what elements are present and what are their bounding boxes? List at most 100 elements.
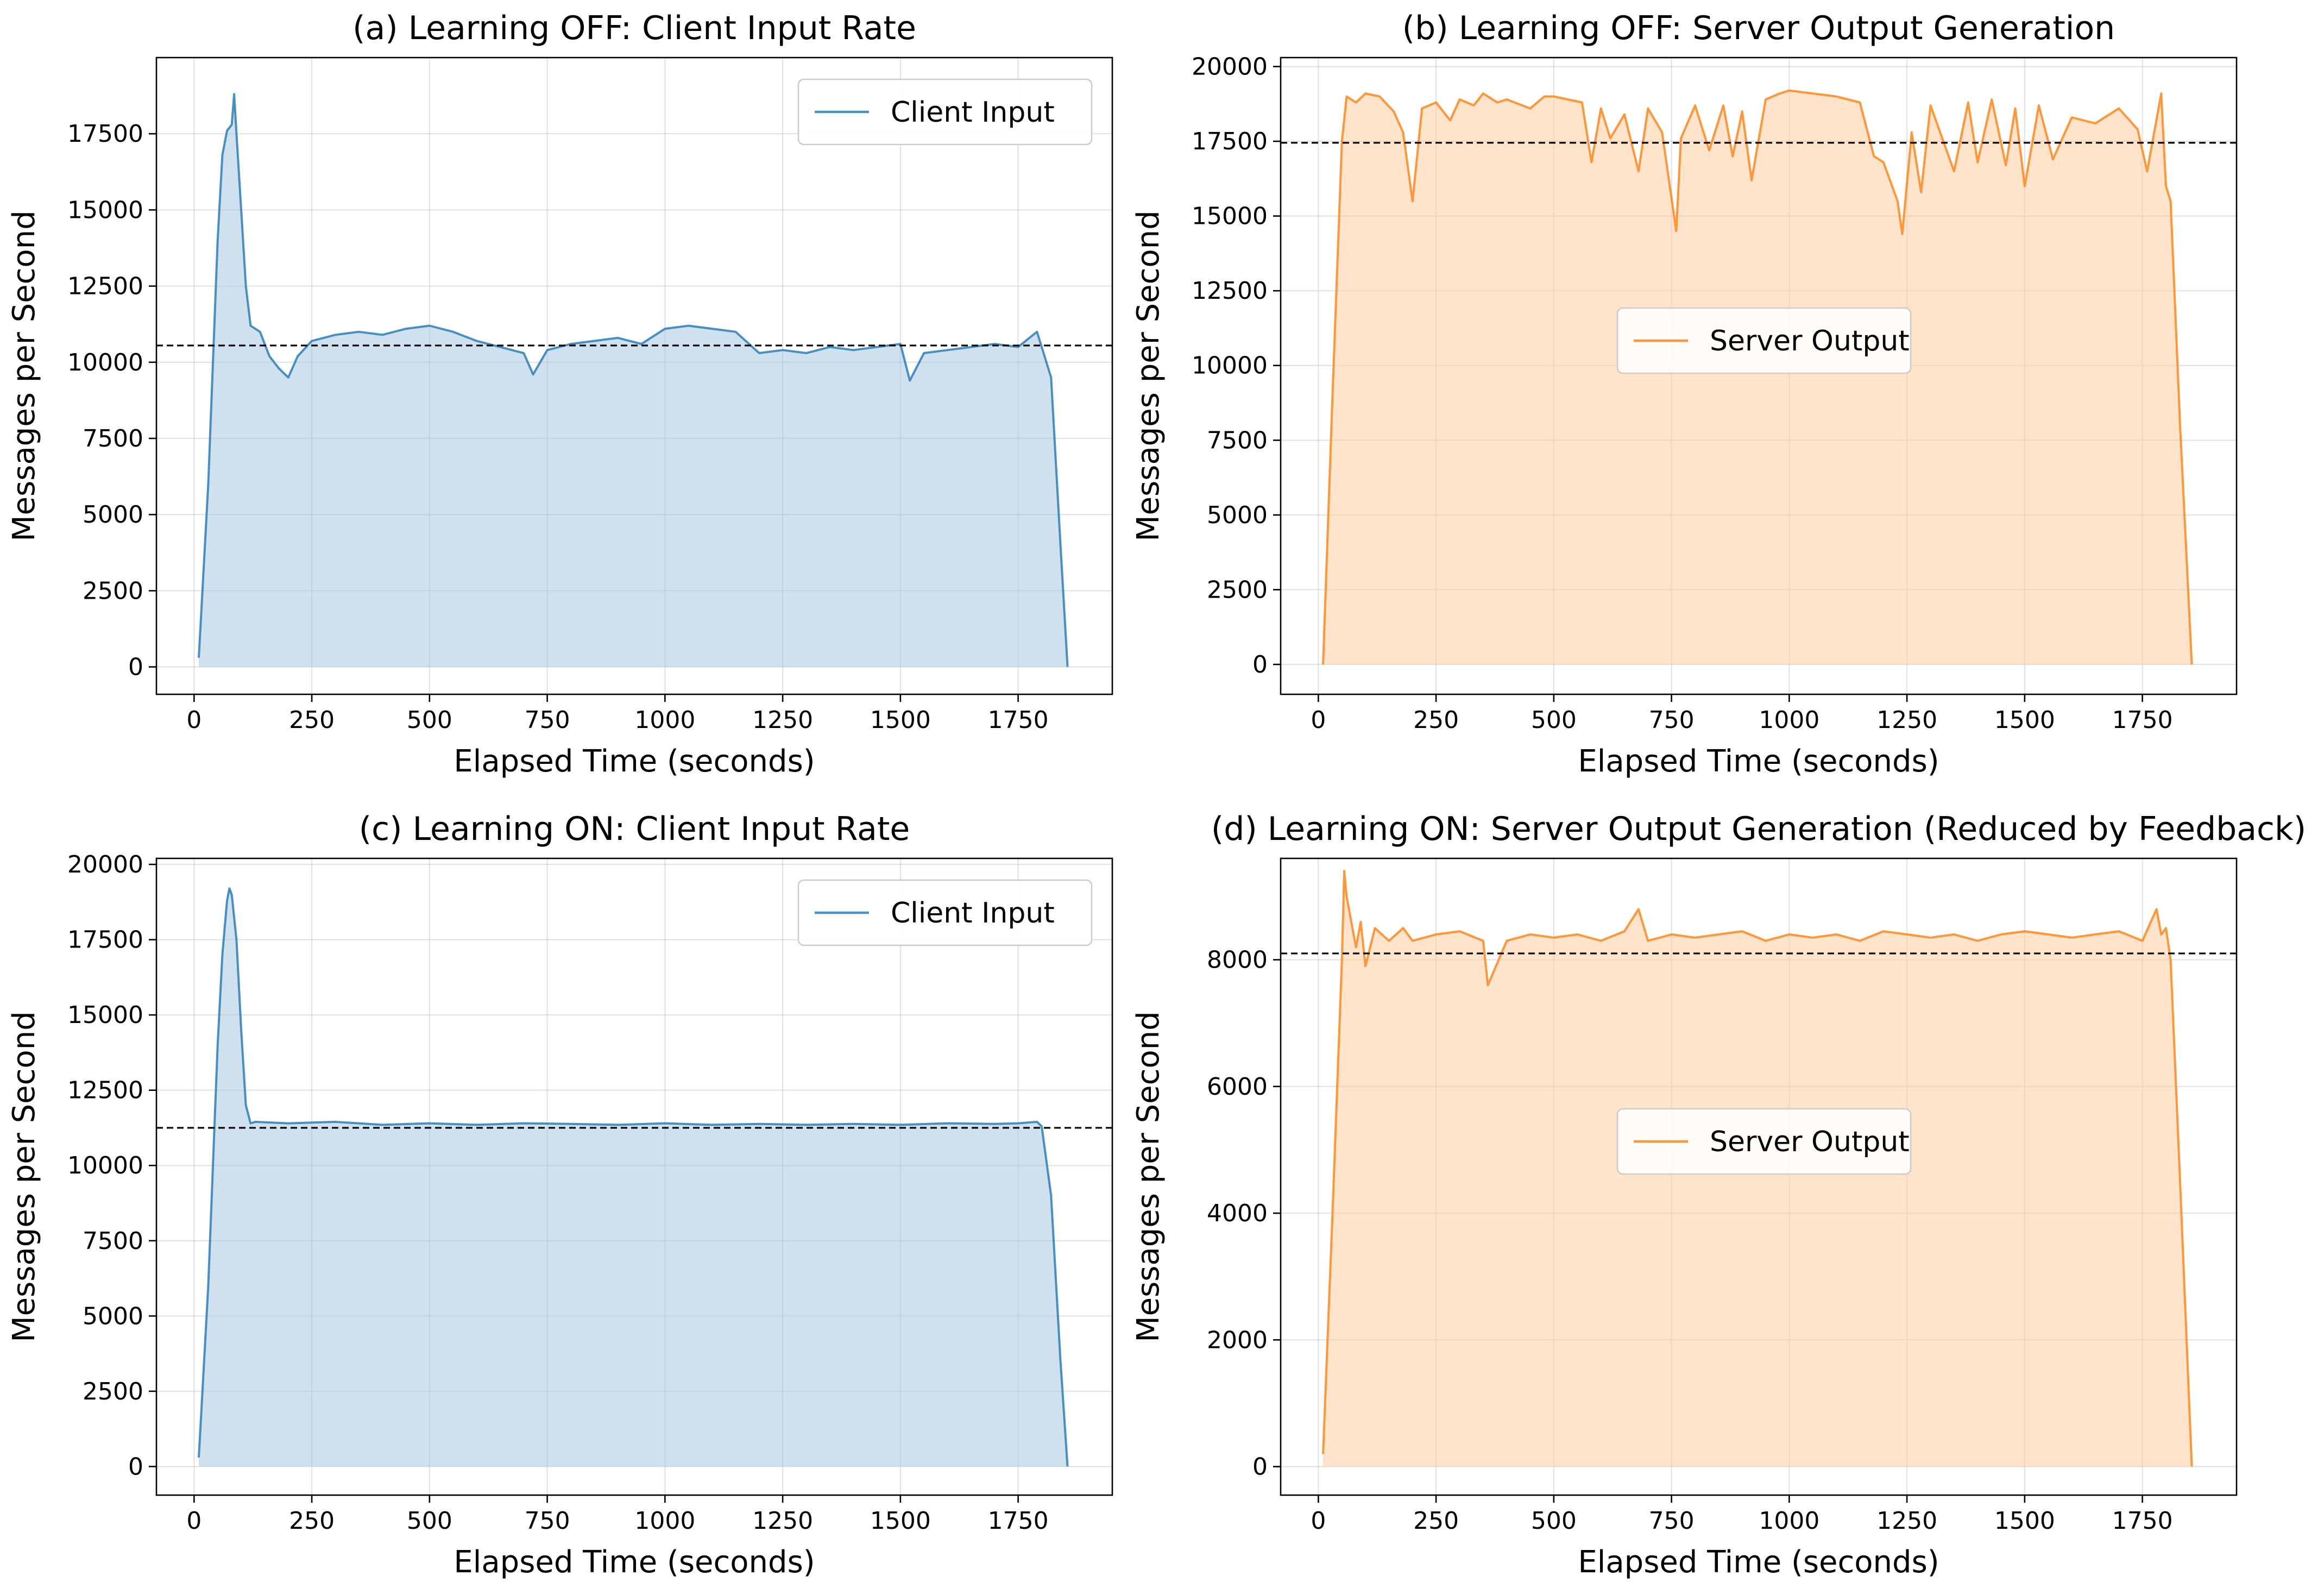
y-tick-label: 17500 [1192,128,1268,155]
subplot-1: (a) Learning OFF: Client Input Rate 0 250 5… [7,9,1113,779]
x-tick-label: 1500 [1994,1507,2055,1535]
subplot-2: (b) Learning OFF: Server Output Generati… [1131,9,2238,779]
legend-box [797,879,1093,946]
legend-label: Server Output [1710,325,1910,357]
x-tick-label: 0 [1311,706,1326,734]
y-tick-label: 8000 [1207,946,1268,974]
y-tick-label: 2000 [1207,1326,1268,1354]
subplot-3: (c) Learning ON: Client Input Rate 0 250 50… [7,810,1113,1580]
legend: Server Output [1616,1108,1912,1175]
x-tick-label: 750 [1649,1507,1695,1535]
legend-label: Server Output [1710,1126,1910,1158]
x-tick-label: 0 [186,706,201,734]
y-tick-label: 0 [128,654,143,681]
series-line [198,887,1069,1467]
x-tick-label: 1000 [634,706,695,734]
series-area [199,94,1068,667]
axes-frame [155,57,1113,695]
x-axis-label: Elapsed Time (seconds) [454,1545,815,1580]
axes-frame [1280,57,2238,695]
x-tick-label: 1000 [1759,706,1819,734]
x-tick-label: 1000 [634,1507,695,1535]
y-tick-label: 12500 [67,273,143,300]
subplot-title: (a) Learning OFF: Client Input Rate [352,9,916,47]
subplot-title: (d) Learning ON: Server Output Generatio… [1211,810,2306,848]
y-tick-label: 20000 [67,851,143,878]
y-tick-label: 7500 [83,425,143,453]
legend: Server Output [1616,307,1912,374]
x-axis-label: Elapsed Time (seconds) [454,744,815,779]
x-tick-label: 1750 [2112,706,2173,734]
y-tick-label: 12500 [67,1077,143,1104]
x-tick-label: 1750 [988,706,1049,734]
x-tick-label: 1750 [988,1507,1049,1535]
x-tick-label: 250 [1413,706,1459,734]
y-tick-label: 15000 [67,196,143,224]
legend-label: Client Input [891,897,1055,930]
y-axis-label: Messages per Second [1131,1011,1166,1342]
x-tick-label: 500 [1531,1507,1577,1535]
legend-label: Client Input [891,96,1055,129]
y-tick-label: 15000 [1192,203,1268,230]
series-area [1323,90,2192,664]
subplot-4: (d) Learning ON: Server Output Generatio… [1131,810,2306,1580]
series-area [199,888,1068,1467]
y-tick-label: 7500 [1207,426,1268,454]
x-axis-label: Elapsed Time (seconds) [1578,744,1939,779]
x-tick-label: 1250 [752,1507,813,1535]
x-tick-label: 1250 [752,706,813,734]
y-tick-label: 15000 [67,1001,143,1029]
y-tick-label: 2500 [83,1378,143,1405]
y-tick-label: 5000 [83,1302,143,1330]
y-tick-label: 7500 [83,1227,143,1255]
x-tick-label: 1750 [2112,1507,2173,1535]
axes-frame [1280,857,2238,1496]
y-tick-label: 12500 [1192,277,1268,305]
x-tick-label: 0 [1311,1507,1326,1535]
y-tick-label: 20000 [1192,53,1268,81]
x-tick-label: 1250 [1876,706,1937,734]
series-line [1322,89,2193,665]
y-tick-label: 17500 [67,926,143,954]
y-tick-label: 5000 [83,501,143,529]
y-tick-label: 2500 [83,577,143,605]
x-tick-label: 1250 [1876,1507,1937,1535]
y-tick-label: 2500 [1207,576,1268,604]
series-line [1322,870,2193,1467]
subplot-title: (c) Learning ON: Client Input Rate [359,810,910,848]
series-line [198,93,1069,667]
x-tick-label: 500 [407,706,452,734]
y-tick-label: 10000 [67,349,143,376]
x-tick-label: 1500 [1994,706,2055,734]
x-tick-label: 750 [525,706,570,734]
y-tick-label: 0 [128,1453,143,1480]
x-tick-label: 500 [1531,706,1577,734]
x-tick-label: 250 [289,1507,335,1535]
x-tick-label: 1500 [870,706,931,734]
x-tick-label: 750 [525,1507,570,1535]
y-tick-label: 6000 [1207,1073,1268,1101]
legend-box [797,78,1093,146]
legend: Client Input [797,879,1093,946]
y-axis-label: Messages per Second [7,210,42,541]
x-tick-label: 0 [186,1507,201,1535]
subplot-title: (b) Learning OFF: Server Output Generati… [1402,9,2115,47]
axes-frame [155,857,1113,1496]
x-tick-label: 1500 [870,1507,931,1535]
x-tick-label: 1000 [1759,1507,1819,1535]
y-tick-label: 0 [1252,651,1268,679]
x-axis-label: Elapsed Time (seconds) [1578,1545,1939,1580]
x-tick-label: 750 [1649,706,1695,734]
y-tick-label: 5000 [1207,501,1268,529]
legend: Client Input [797,78,1093,146]
y-tick-label: 17500 [67,120,143,148]
x-tick-label: 250 [1413,1507,1459,1535]
y-axis-label: Messages per Second [1131,210,1166,541]
y-axis-label: Messages per Second [7,1011,42,1342]
y-tick-label: 10000 [67,1152,143,1179]
x-tick-label: 500 [407,1507,452,1535]
y-tick-label: 4000 [1207,1200,1268,1227]
x-tick-label: 250 [289,706,335,734]
legend-box [1616,307,1912,374]
